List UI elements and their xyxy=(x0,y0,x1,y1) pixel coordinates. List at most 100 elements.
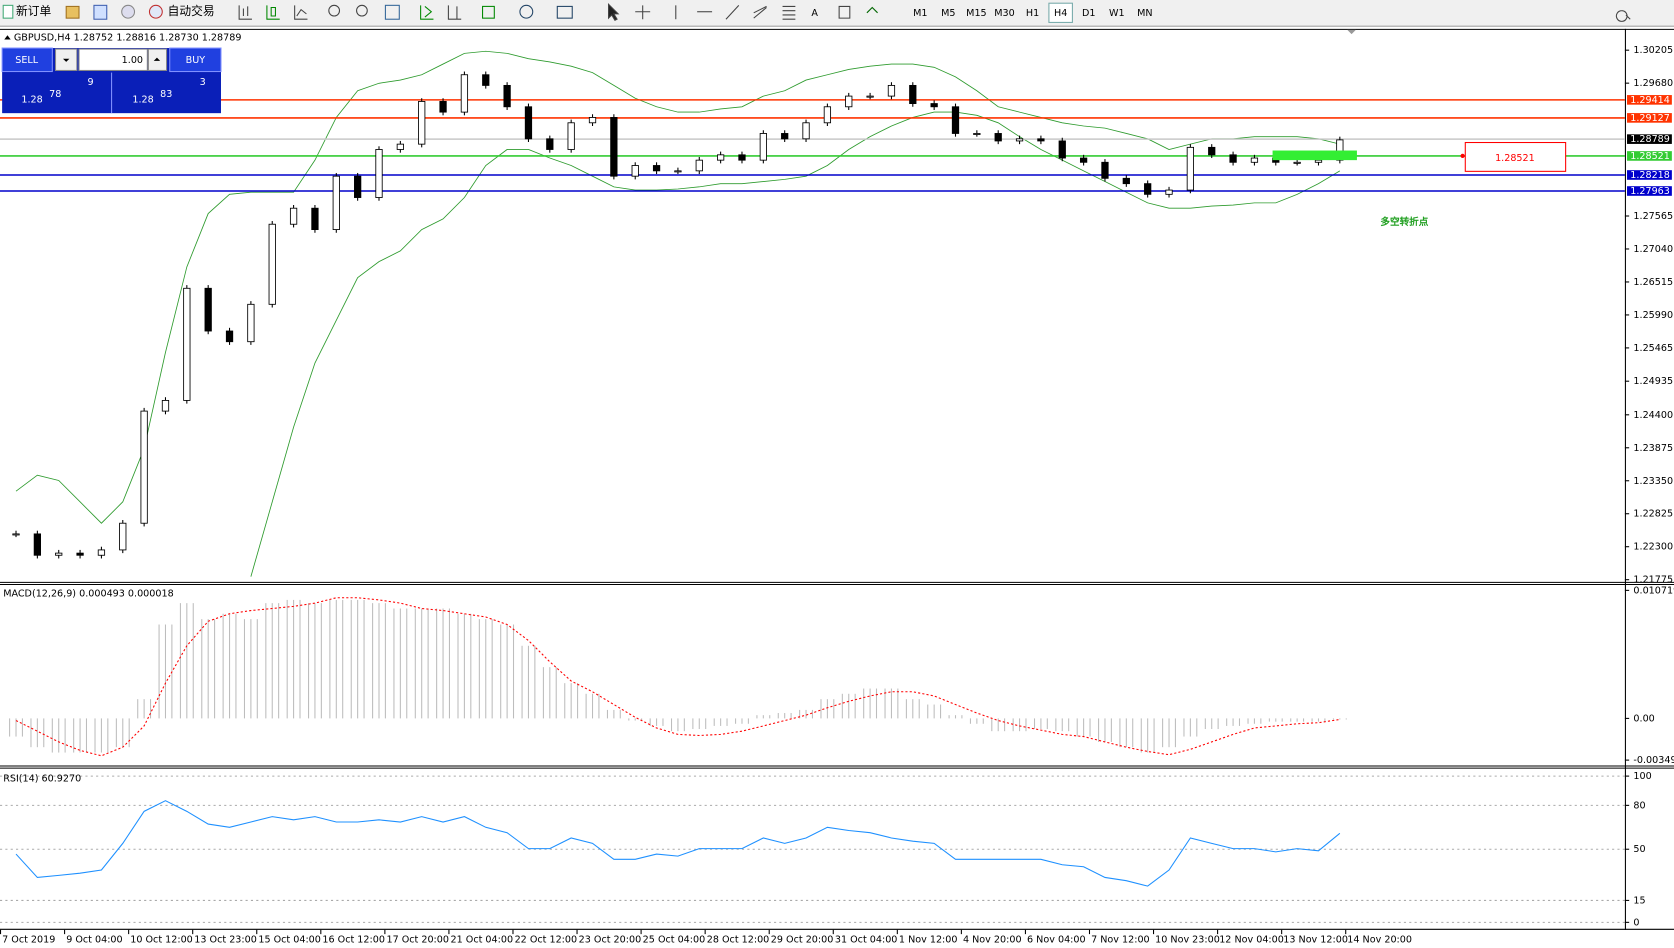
candle-body xyxy=(33,533,41,556)
icon xyxy=(294,5,308,20)
ask-main[interactable]: 83 xyxy=(160,89,172,100)
timeframe-button[interactable]: MN xyxy=(1137,8,1152,19)
time-label: 29 Oct 20:00 xyxy=(771,934,834,945)
auto-trading-button[interactable]: 自动交易 xyxy=(148,4,215,19)
timeframe-button[interactable]: M30 xyxy=(994,8,1015,19)
candle-body xyxy=(1144,183,1152,195)
time-label: 7 Oct 2019 xyxy=(2,934,55,945)
candle-body xyxy=(652,165,661,172)
bollinger-lower xyxy=(250,111,1341,577)
chart-header: GBPUSD,H4 1.28752 1.28816 1.28730 1.2878… xyxy=(14,32,242,43)
level-label: 1.29414 xyxy=(1630,95,1670,106)
candle-body xyxy=(930,103,938,108)
y-tick-label: -0.003492 xyxy=(1633,755,1674,766)
lots-input[interactable] xyxy=(78,48,148,71)
icon[interactable]: A xyxy=(811,8,818,19)
sell-button[interactable] xyxy=(1,47,53,73)
candle-body xyxy=(887,84,896,97)
candle-body xyxy=(524,106,533,140)
y-tick-label: 1.23350 xyxy=(1633,476,1673,487)
timeframe-button[interactable]: H4 xyxy=(1054,8,1067,19)
shift-marker xyxy=(1347,29,1356,35)
level-label: 1.28218 xyxy=(1630,170,1670,181)
y-tick-label: 1.24400 xyxy=(1633,410,1673,421)
y-tick-label: 1.21775 xyxy=(1633,575,1673,586)
time-label: 10 Nov 23:00 xyxy=(1155,934,1220,945)
icon xyxy=(482,5,495,19)
time-label: 4 Nov 20:00 xyxy=(963,934,1022,945)
y-tick-label: 1.22300 xyxy=(1633,542,1673,553)
y-tick-label: 100 xyxy=(1633,771,1651,782)
time-label: 7 Nov 12:00 xyxy=(1091,934,1150,945)
time-label: 9 Oct 04:00 xyxy=(66,934,122,945)
buy-label: BUY xyxy=(186,55,206,66)
time-label: 1 Nov 12:00 xyxy=(899,934,958,945)
arrow xyxy=(62,58,70,62)
bid-main[interactable]: 78 xyxy=(49,89,61,100)
time-label: 25 Oct 04:00 xyxy=(643,934,706,945)
candle-body xyxy=(1101,161,1109,179)
level-tag xyxy=(1627,170,1672,180)
candle-body xyxy=(823,106,832,124)
candle-body xyxy=(1250,157,1259,163)
icon xyxy=(148,4,163,19)
level-label: 1.27963 xyxy=(1630,186,1670,197)
candle-body xyxy=(311,207,319,230)
y-tick-label: 1.26515 xyxy=(1633,277,1673,288)
y-tick-label: 1.27040 xyxy=(1633,244,1673,255)
candle-body xyxy=(1015,138,1024,142)
y-tick-label: 1.23875 xyxy=(1633,443,1673,454)
candle-body xyxy=(717,154,725,161)
icon xyxy=(635,5,651,20)
anchor-dot xyxy=(1460,153,1465,158)
candle-body xyxy=(225,330,234,343)
candle-body xyxy=(97,549,106,556)
timeframe-button[interactable]: D1 xyxy=(1082,8,1096,19)
candle-body xyxy=(375,149,383,198)
candle-body xyxy=(1122,177,1130,185)
candle-body xyxy=(909,84,917,104)
candle-body xyxy=(76,552,84,556)
time-label: 15 Oct 04:00 xyxy=(258,934,321,945)
candle-body xyxy=(204,287,212,332)
icon[interactable] xyxy=(93,4,108,20)
collapse-arrow[interactable] xyxy=(4,35,11,40)
timeframe-button[interactable]: H1 xyxy=(1026,8,1039,19)
plots: 1.30205 1.29680 1.27565 1.27040 1.26515 1.259… xyxy=(0,45,1674,945)
icon xyxy=(328,4,341,17)
toolbar-icons[interactable] xyxy=(238,2,1631,22)
timeframe-button[interactable]: M1 xyxy=(913,8,927,19)
timeframe-button[interactable]: M15 xyxy=(966,8,987,19)
candle-body xyxy=(1165,189,1173,195)
price-callout xyxy=(1464,141,1567,172)
active-timeframe[interactable] xyxy=(1048,2,1073,23)
rsi-label: RSI(14) 60.9270 xyxy=(3,773,81,784)
level-label: 1.28789 xyxy=(1630,134,1670,145)
level-label: 1.28521 xyxy=(1630,151,1670,162)
bollinger-upper xyxy=(15,50,1340,524)
y-tick-label: 0.010719 xyxy=(1633,585,1674,596)
candle-body xyxy=(268,223,276,305)
icon[interactable] xyxy=(121,4,136,19)
buy-button[interactable] xyxy=(169,47,222,73)
pane-borders xyxy=(0,28,1674,930)
candle-body xyxy=(759,133,767,161)
candle-body xyxy=(119,522,127,551)
y-tick-label: 1.24935 xyxy=(1633,376,1673,387)
y-tick-label: 0.00 xyxy=(1633,713,1654,724)
icon xyxy=(238,5,252,20)
search-icon xyxy=(1615,10,1631,22)
candle-body xyxy=(1229,154,1237,163)
icon xyxy=(447,5,462,20)
icon[interactable] xyxy=(65,5,80,19)
candle-body xyxy=(460,74,469,113)
candle-body xyxy=(1293,161,1301,164)
icon xyxy=(420,5,434,20)
timeframe-button[interactable]: W1 xyxy=(1109,8,1125,19)
new-order-button[interactable]: 新订单 xyxy=(2,4,51,19)
candle-body xyxy=(738,154,746,161)
candle-body xyxy=(695,159,703,172)
level-tag xyxy=(1627,186,1672,196)
timeframe-button[interactable]: M5 xyxy=(941,8,955,19)
